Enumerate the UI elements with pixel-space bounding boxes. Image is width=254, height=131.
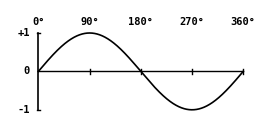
- Text: 360°: 360°: [231, 17, 254, 27]
- Text: 0°: 0°: [32, 17, 45, 27]
- Text: 90°: 90°: [80, 17, 99, 27]
- Text: 180°: 180°: [128, 17, 153, 27]
- Text: -1: -1: [17, 105, 30, 115]
- Text: 270°: 270°: [180, 17, 204, 27]
- Text: +1: +1: [17, 28, 30, 38]
- Text: 0: 0: [24, 66, 30, 76]
